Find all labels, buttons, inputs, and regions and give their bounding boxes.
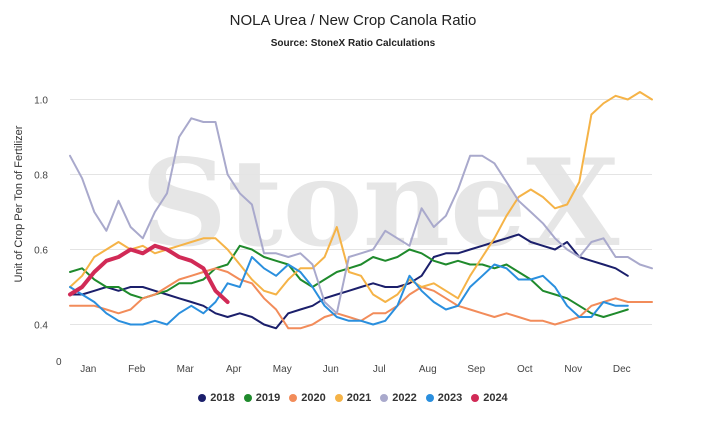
- x-tick-label: Mar: [177, 364, 195, 375]
- legend-item-2021[interactable]: 2021: [334, 392, 372, 404]
- y-tick-label: 0.4: [34, 321, 48, 332]
- x-tick-label: Nov: [564, 364, 582, 375]
- legend-dot-icon: [243, 394, 252, 402]
- y-axis-zero-label: 0: [56, 357, 62, 368]
- y-tick-label: 0.6: [34, 246, 48, 257]
- y-axis-label: Unit of Crop Per Ton of Fertilizer: [13, 125, 25, 282]
- x-tick-label: Apr: [226, 364, 242, 375]
- chart-subtitle: Source: StoneX Ratio Calculations: [270, 38, 436, 49]
- watermark: StoneX: [141, 133, 620, 274]
- series-line-2022[interactable]: [69, 117, 653, 315]
- legend-label: 2019: [255, 392, 281, 404]
- legend-label: 2020: [301, 392, 326, 404]
- legend-dot-icon: [471, 394, 480, 402]
- legend-item-2023[interactable]: 2023: [425, 392, 463, 404]
- x-tick-label: May: [273, 364, 292, 375]
- series-line-2024[interactable]: [68, 243, 230, 304]
- series-line-2023[interactable]: [69, 256, 629, 326]
- legend-dot-icon: [198, 394, 207, 402]
- legend-label: 2023: [437, 392, 463, 404]
- x-tick-label: Jul: [373, 364, 386, 375]
- x-tick-label: Jun: [323, 364, 339, 375]
- legend: 2018 2019 2020 2021 2022 2023 2024: [0, 392, 706, 404]
- legend-dot-icon: [380, 394, 389, 402]
- y-tick-label: 0.8: [34, 171, 48, 182]
- legend-dot-icon: [425, 394, 434, 402]
- legend-dot-icon: [289, 394, 298, 402]
- legend-item-2019[interactable]: 2019: [243, 392, 281, 404]
- legend-item-2020[interactable]: 2020: [289, 392, 326, 404]
- legend-label: 2024: [483, 392, 508, 404]
- legend-dot-icon: [334, 394, 343, 402]
- x-tick-label: Jan: [80, 364, 96, 375]
- x-tick-label: Dec: [613, 364, 631, 375]
- legend-label: 2018: [210, 392, 235, 404]
- y-tick-label: 1.0: [34, 96, 48, 107]
- legend-label: 2021: [346, 392, 372, 404]
- legend-label: 2022: [392, 392, 417, 404]
- legend-item-2024[interactable]: 2024: [471, 392, 508, 404]
- chart-title: NOLA Urea / New Crop Canola Ratio: [229, 12, 477, 29]
- series-line-2018[interactable]: [69, 233, 629, 330]
- x-tick-label: Oct: [517, 364, 533, 375]
- x-tick-label: Feb: [128, 364, 146, 375]
- x-tick-label: Aug: [419, 364, 437, 375]
- x-tick-label: Sep: [467, 364, 485, 375]
- legend-item-2022[interactable]: 2022: [380, 392, 417, 404]
- legend-item-2018[interactable]: 2018: [198, 392, 235, 404]
